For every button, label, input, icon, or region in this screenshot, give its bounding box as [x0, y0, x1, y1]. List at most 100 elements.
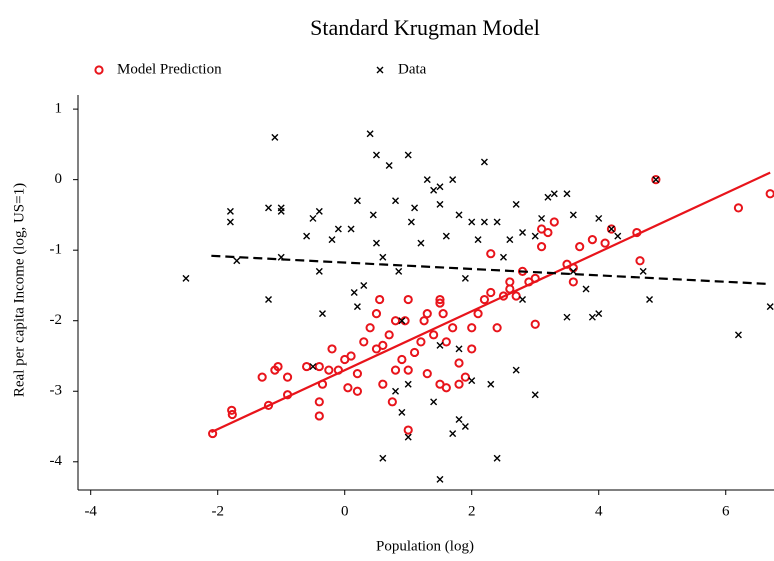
point: [563, 313, 571, 321]
point: [455, 345, 463, 353]
fit-line: [210, 171, 771, 434]
point: [309, 214, 317, 222]
point: [512, 200, 520, 208]
y-tick-label: -1: [50, 242, 63, 258]
point: [353, 303, 361, 311]
point: [607, 225, 615, 233]
x-tick-label: 2: [468, 503, 476, 519]
point: [454, 358, 464, 368]
legend-marker: [94, 65, 104, 75]
legend-label: Model Prediction: [117, 61, 222, 77]
point: [536, 242, 547, 252]
point: [436, 183, 444, 191]
point: [473, 309, 483, 319]
point: [582, 285, 590, 293]
point: [449, 176, 457, 184]
point: [511, 291, 521, 301]
point: [318, 310, 326, 318]
point: [422, 309, 432, 319]
point: [302, 361, 312, 372]
point: [366, 130, 374, 138]
point: [766, 303, 774, 311]
point: [652, 176, 660, 184]
point: [282, 372, 293, 382]
point: [375, 294, 385, 305]
legend-label: Data: [398, 61, 427, 77]
point: [314, 411, 324, 421]
point: [226, 218, 234, 226]
point: [436, 200, 444, 208]
point: [271, 133, 279, 141]
point: [371, 309, 382, 319]
point: [480, 218, 488, 226]
point: [257, 372, 267, 382]
point: [208, 428, 218, 439]
x-axis-label: Population (log): [376, 538, 474, 554]
point: [403, 425, 413, 435]
point: [467, 323, 477, 333]
point: [404, 433, 412, 441]
point: [438, 309, 448, 319]
point: [588, 313, 596, 321]
point: [315, 207, 323, 215]
point: [486, 249, 496, 259]
point: [595, 310, 603, 318]
point: [360, 281, 368, 289]
point: [512, 366, 520, 374]
point: [531, 232, 539, 240]
point: [343, 383, 353, 393]
point: [411, 204, 419, 212]
x-tick-label: 6: [722, 503, 730, 519]
point: [385, 162, 393, 170]
legend-marker: [376, 66, 384, 74]
point: [227, 405, 237, 415]
point: [423, 176, 431, 184]
point: [549, 217, 559, 227]
point: [379, 253, 387, 261]
point: [390, 316, 401, 326]
point: [273, 361, 283, 372]
x-tick-label: -2: [211, 503, 224, 519]
point: [435, 298, 445, 308]
point: [407, 218, 415, 226]
x-tick-label: -4: [84, 503, 97, 519]
point: [315, 267, 323, 275]
point: [328, 236, 336, 244]
point: [182, 274, 190, 282]
point: [233, 257, 241, 265]
point: [449, 430, 457, 438]
point: [550, 190, 558, 198]
point: [387, 397, 397, 407]
point: [404, 151, 412, 159]
point: [563, 190, 571, 198]
point: [498, 291, 509, 301]
point: [587, 234, 597, 245]
point: [350, 289, 358, 296]
point: [392, 197, 400, 205]
point: [265, 296, 273, 304]
point: [347, 225, 355, 233]
point: [353, 197, 361, 205]
point: [352, 369, 363, 379]
point: [227, 409, 237, 420]
chart-title: Standard Krugman Model: [310, 15, 540, 40]
point: [651, 175, 661, 185]
point: [544, 193, 552, 201]
point: [454, 379, 464, 389]
point: [398, 408, 406, 416]
point: [365, 323, 375, 333]
point: [506, 236, 514, 244]
point: [378, 340, 388, 351]
point: [324, 365, 334, 375]
point: [455, 415, 463, 423]
point: [346, 351, 356, 361]
point: [422, 369, 432, 379]
point: [277, 207, 285, 215]
point: [314, 397, 324, 407]
point: [493, 218, 501, 226]
y-tick-label: -4: [50, 453, 63, 469]
point: [474, 236, 482, 244]
point: [765, 189, 774, 199]
